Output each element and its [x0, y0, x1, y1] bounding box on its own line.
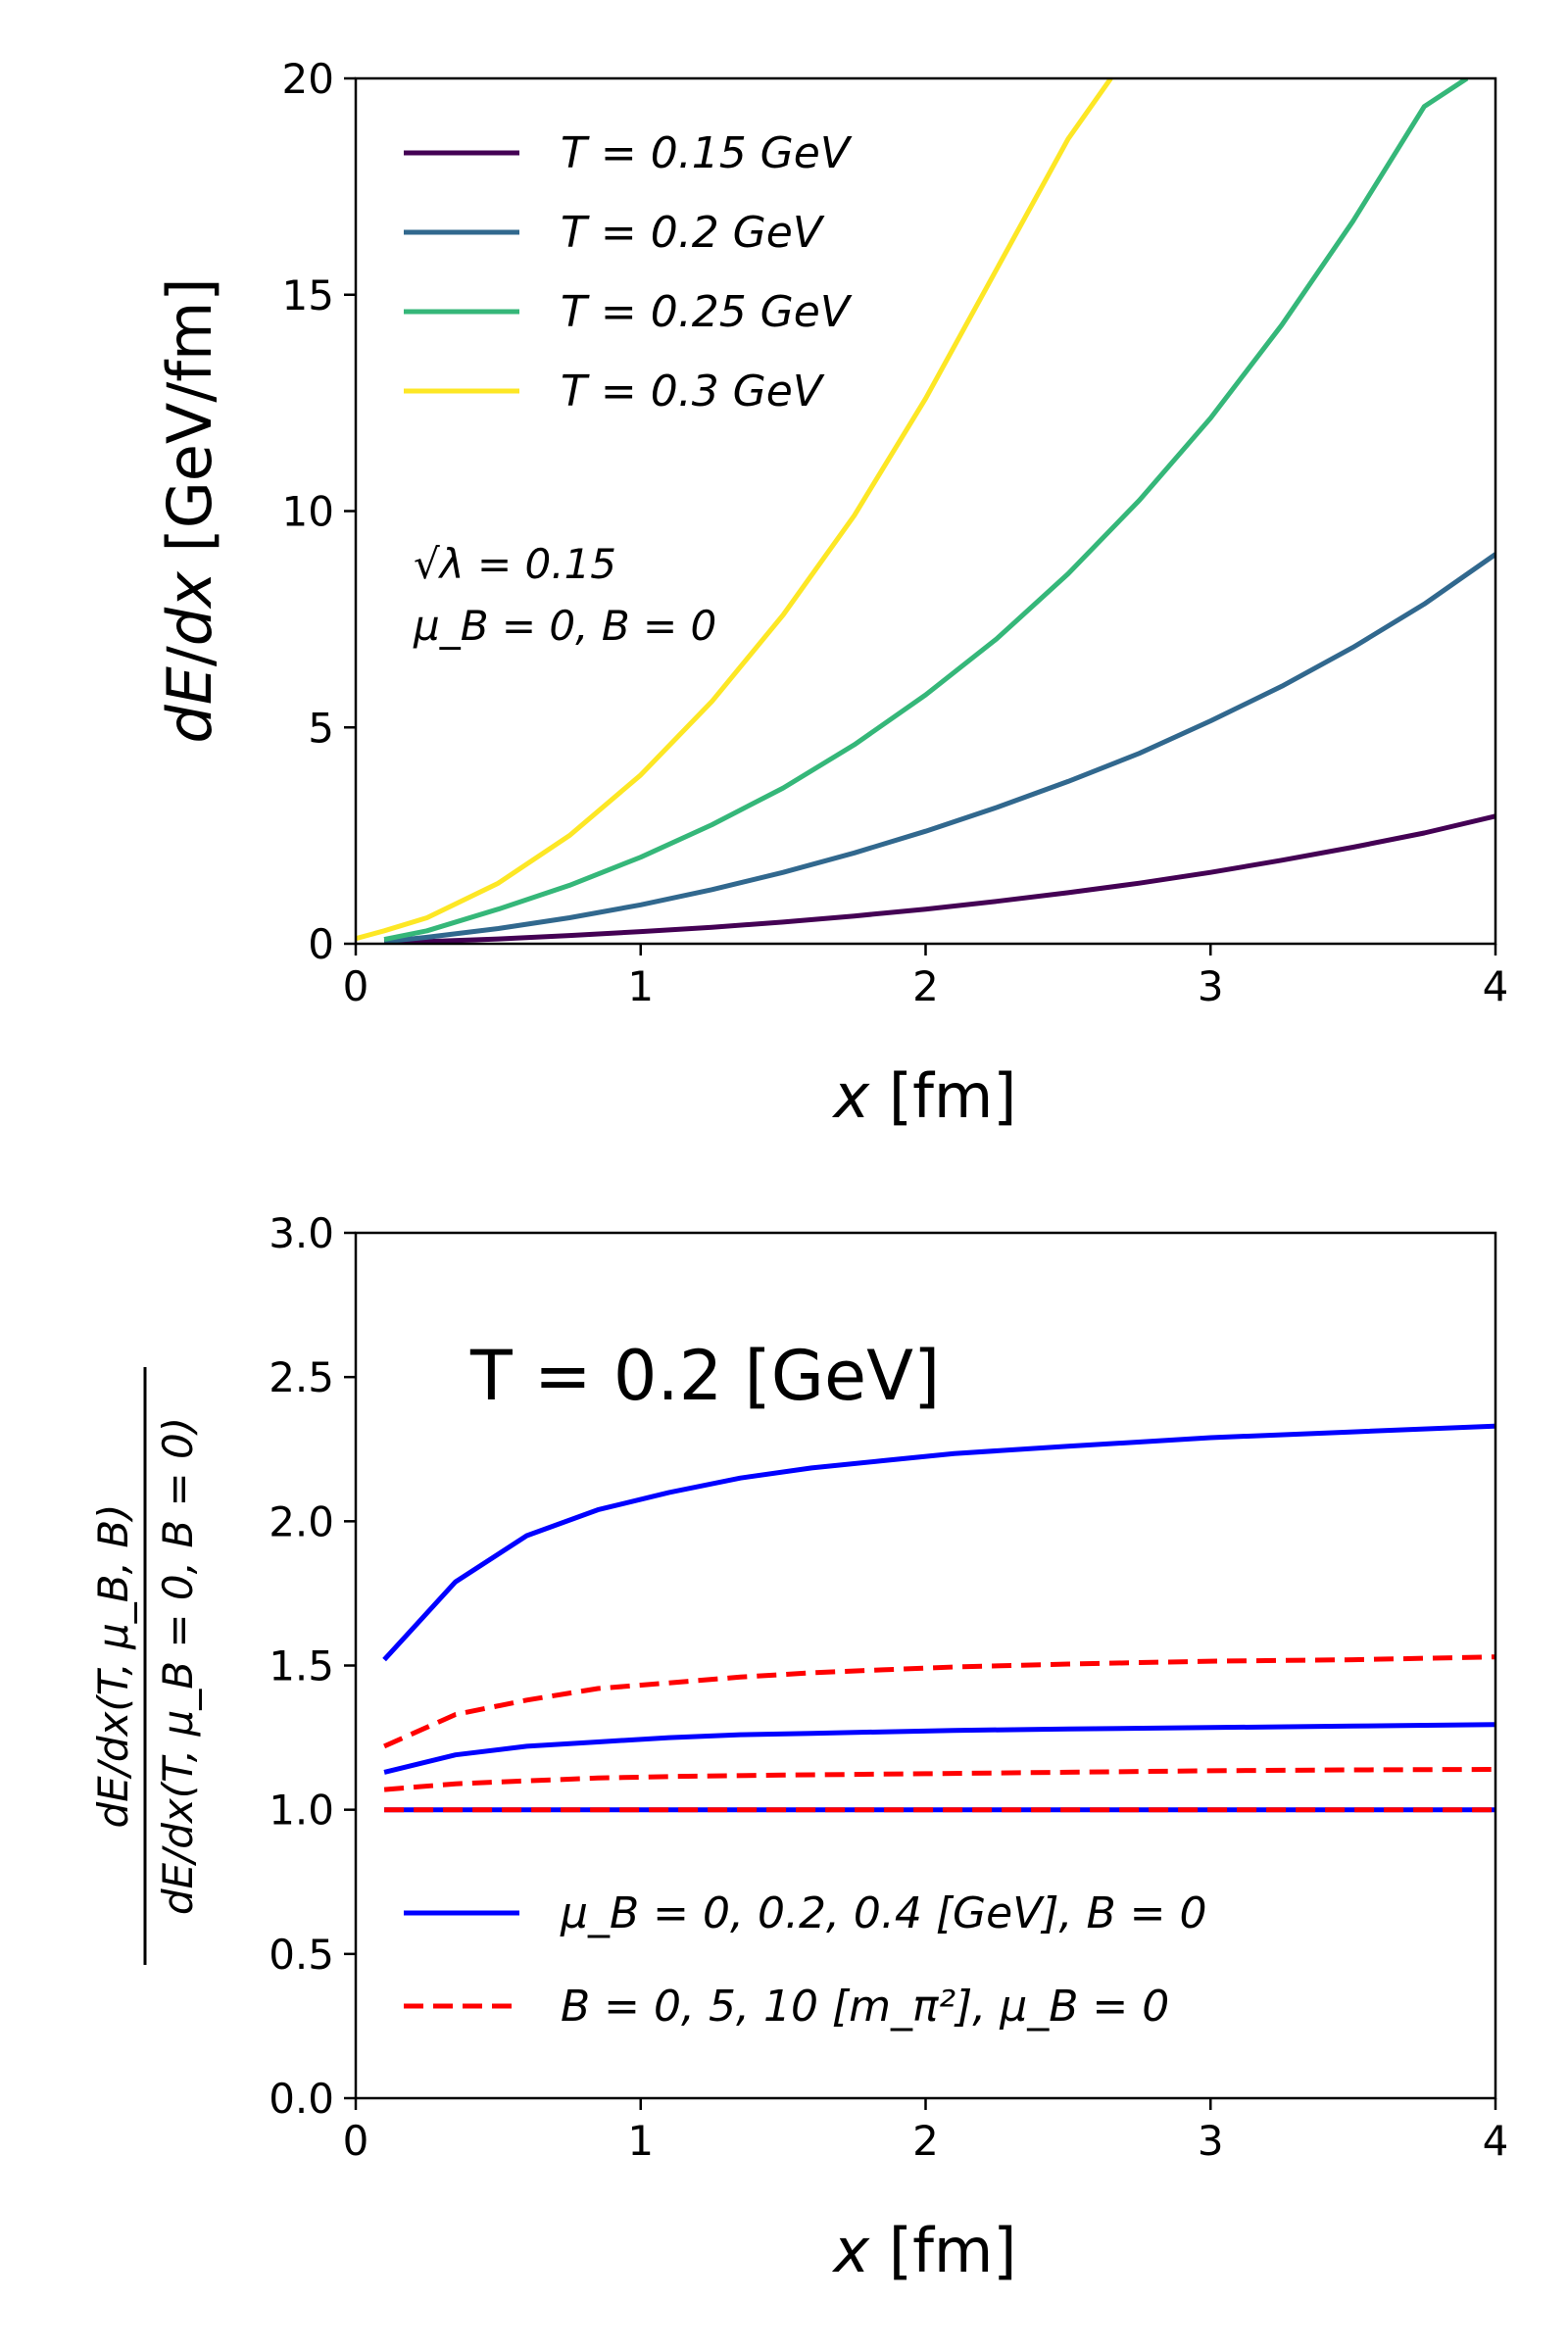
- top-series-line-4: [356, 78, 1113, 942]
- bottom-y-tick-label-4: 2.0: [269, 1497, 334, 1545]
- bottom-series-line-3: [382, 1423, 1495, 1662]
- bottom-ticks: 0 1 2 3 4 0.0 0.5 1.0 1.5 2.0 2.5 3.0: [269, 1209, 1508, 2165]
- bottom-y-tick-label-0: 0.0: [269, 2075, 334, 2123]
- bottom-series-group: [382, 1423, 1495, 1813]
- bottom-y-tick-label-1: 0.5: [269, 1931, 334, 1979]
- top-legend-label-2: T = 0.2 GeV: [561, 208, 825, 258]
- bottom-panel: 0 1 2 3 4 0.0 0.5 1.0 1.5 2.0 2.5 3.0 x [fm] dE/dx(…: [89, 1209, 1508, 2286]
- top-annotation-params: μ_B = 0, B = 0: [413, 602, 716, 650]
- top-panel: 0 1 2 3 4 0 5 10 15 20 x [fm] dE/dx [GeV/fm] T = …: [154, 55, 1508, 1132]
- top-plot-frame: [354, 76, 1497, 946]
- top-annotation-lambda: √λ = 0.15: [414, 540, 616, 588]
- top-series-line-1: [384, 813, 1495, 944]
- top-ticks: 0 1 2 3 4 0 5 10 15 20: [282, 55, 1509, 1010]
- top-y-tick-label-0: 0: [308, 920, 334, 968]
- bottom-x-tick-label-3: 3: [1198, 2117, 1224, 2165]
- top-x-tick-label-4: 4: [1483, 962, 1509, 1010]
- top-y-axis-title: dE/dx [GeV/fm]: [154, 277, 225, 743]
- bottom-legend-label-1: μ_B = 0, 0.2, 0.4 [GeV], B = 0: [560, 1888, 1206, 1938]
- bottom-legend: μ_B = 0, 0.2, 0.4 [GeV], B = 0 B = 0, 5,…: [404, 1888, 1206, 2032]
- top-legend-label-4: T = 0.3 GeV: [561, 367, 825, 416]
- bottom-annotation-temperature: T = 0.2 [GeV]: [469, 1336, 940, 1416]
- bottom-series-line-6: [383, 1654, 1495, 1749]
- top-y-tick-label-1: 5: [308, 704, 334, 752]
- bottom-y-tick-label-3: 1.5: [269, 1642, 334, 1690]
- top-x-tick-label-1: 1: [627, 962, 654, 1010]
- bottom-x-tick-label-1: 1: [627, 2117, 654, 2165]
- top-y-tick-label-3: 15: [282, 271, 334, 319]
- top-y-tick-label-2: 10: [282, 488, 334, 536]
- top-series-line-3: [383, 78, 1469, 943]
- bottom-legend-label-2: B = 0, 5, 10 [m_π²], μ_B = 0: [561, 1982, 1169, 2032]
- bottom-y-axis-denominator: dE/dx(T, μ_B = 0, B = 0): [154, 1417, 202, 1915]
- top-legend-label-1: T = 0.15 GeV: [561, 128, 853, 178]
- top-series-group: [356, 78, 1495, 944]
- top-x-tick-label-2: 2: [912, 962, 939, 1010]
- bottom-y-axis-title: dE/dx(T, μ_B, B) dE/dx(T, μ_B = 0, B = 0…: [89, 1367, 202, 1965]
- bottom-x-tick-label-0: 0: [343, 2117, 369, 2165]
- top-x-axis-title: x [fm]: [831, 1060, 1016, 1132]
- top-y-tick-label-4: 20: [282, 55, 334, 103]
- top-series-line-2: [383, 552, 1495, 944]
- bottom-series-line-5: [383, 1767, 1495, 1792]
- bottom-y-axis-numerator: dE/dx(T, μ_B, B): [89, 1503, 137, 1828]
- top-x-tick-label-3: 3: [1198, 962, 1224, 1010]
- bottom-y-tick-label-2: 1.0: [269, 1787, 334, 1835]
- bottom-y-tick-label-6: 3.0: [269, 1209, 334, 1257]
- top-x-tick-label-0: 0: [343, 962, 369, 1010]
- bottom-y-tick-label-5: 2.5: [269, 1353, 334, 1401]
- top-legend: T = 0.15 GeV T = 0.2 GeV T = 0.25 GeV T …: [404, 128, 853, 416]
- bottom-x-axis-title: x [fm]: [831, 2215, 1016, 2286]
- bottom-x-tick-label-2: 2: [912, 2117, 939, 2165]
- bottom-x-tick-label-4: 4: [1483, 2117, 1509, 2165]
- bottom-series-line-2: [383, 1722, 1495, 1775]
- top-legend-label-3: T = 0.25 GeV: [561, 287, 853, 337]
